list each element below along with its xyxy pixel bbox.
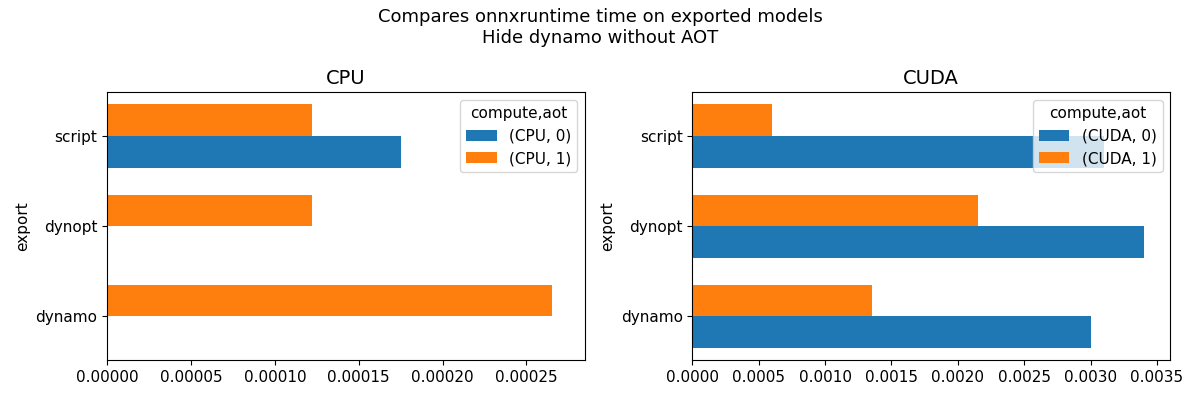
Title: CPU: CPU	[326, 69, 366, 88]
Bar	[107, 195, 312, 226]
Bar	[692, 316, 1091, 348]
Bar	[107, 104, 312, 136]
Text: Compares onnxruntime time on exported models
Hide dynamo without AOT: Compares onnxruntime time on exported mo…	[378, 8, 822, 47]
Bar	[692, 136, 1104, 168]
Bar	[692, 104, 772, 136]
Bar	[107, 136, 401, 168]
Bar	[692, 226, 1144, 258]
Legend: (CPU, 0), (CPU, 1): (CPU, 0), (CPU, 1)	[461, 100, 577, 172]
Bar	[107, 285, 552, 316]
Title: CUDA: CUDA	[904, 69, 959, 88]
Legend: (CUDA, 0), (CUDA, 1): (CUDA, 0), (CUDA, 1)	[1033, 100, 1163, 172]
Bar	[692, 285, 871, 316]
Y-axis label: export: export	[600, 201, 616, 251]
Y-axis label: export: export	[14, 201, 30, 251]
Bar	[692, 195, 978, 226]
